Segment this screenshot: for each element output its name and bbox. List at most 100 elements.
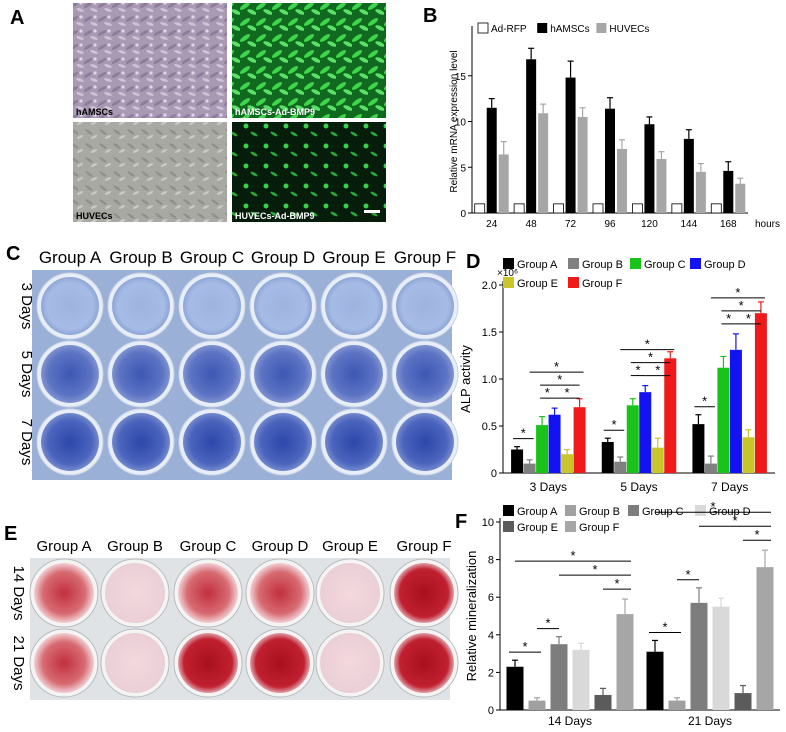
bar-group-b-14-days [528,700,546,710]
panel-e: E Group A Group B Group C Group D Group E Gro… [4,523,459,700]
y-tick-label-0: 0 [460,209,466,220]
legend-swatch-ad-rfp [477,22,489,34]
sig-cd-1-marker: * [635,363,640,378]
legend-label-group-b: Group B [579,506,620,518]
micrograph-hamscs-ad-bmp9 [232,3,386,118]
legend-swatch-group-d [690,258,701,269]
well-3-days-group-f [396,277,454,335]
bar-huvecs-120 [656,159,667,213]
sig-df-1-marker: * [655,363,660,378]
sig-bc-1-marker: * [685,567,690,582]
column-header-group-f: Group F [394,248,456,267]
row-label-21-days: 21 Days [10,635,27,690]
bar-hamscs-24 [486,107,497,213]
sig-cf-2-marker: * [739,298,744,313]
bar-group-c-21-days [690,602,708,710]
legend-label-group-a: Group A [517,259,558,271]
legend-swatch-group-f [565,521,576,532]
panel-a: A hAMSCs hAMSCs-Ad-BMP9 HUVECs HUVECs-Ad… [10,3,386,222]
sig-df-2-marker: * [746,311,751,326]
bar-group-f-7-days [754,313,767,473]
bar-huvecs-48 [538,113,549,213]
bar-group-b-7-days [704,463,717,473]
sig-ab-0-marker: * [521,426,526,441]
y-tick-label-10: 10 [455,118,467,129]
y-tick-label-10: 10 [482,517,494,529]
bar-huvecs-168 [735,183,746,213]
well-5-days-group-a [41,345,99,403]
bar-hamscs-48 [526,59,537,213]
bar-ad-rfp-168 [710,203,722,214]
bar-group-b-3-days [523,463,536,473]
sig-cf-0-marker: * [592,562,597,577]
legend-swatch-group-a [503,258,514,269]
sig-ef-1-marker: * [754,527,759,542]
bar-group-b-5-days [614,461,627,473]
sig-ab-1-marker: * [611,417,616,432]
column-header-group-b: Group B [107,538,163,555]
x-tick-label-24: 24 [486,219,498,230]
panel-b-chart: B 0 5 10 15 24 48 72 96 120 144 168 Relative mRNA e… [423,5,780,230]
legend-label-hamscs: hAMSCs [550,24,589,35]
panel-c-label: C [6,243,20,265]
y-axis-title: ALP activity [458,345,473,413]
sig-bc-0-marker: * [545,616,550,631]
column-header-group-c: Group C [180,538,237,555]
well-21-days-group-f [394,633,454,693]
panel-d-label: D [466,251,480,273]
column-header-group-e: Group E [322,538,378,555]
well-14-days-group-d [250,563,310,623]
bar-ad-rfp-120 [632,203,643,214]
well-5-days-group-b [112,345,170,403]
bar-group-a-14-days [506,666,524,710]
well-21-days-group-d [250,633,310,693]
legend-swatch-group-e [503,521,514,532]
y-tick-label-1-5: 1.5 [482,327,497,339]
bar-group-e-21-days [734,693,752,710]
y-tick-label-2: 2 [488,667,494,679]
well-5-days-group-d [254,345,312,403]
y-tick-label-15: 15 [455,72,467,83]
x-unit-label: hours [755,219,780,230]
column-header-group-b: Group B [109,248,172,267]
bar-hamscs-120 [644,124,655,213]
y-multiplier: ×10⁶ [497,268,518,279]
legend-label-huvecs: HUVECs [609,24,649,35]
y-tick-label-1-0: 1.0 [482,374,497,386]
row-label-3-days: 3 Days [18,283,35,330]
sig-cf-1-marker: * [732,513,737,528]
well-14-days-group-f [394,563,454,623]
legend-label-group-e: Group E [517,522,558,534]
caption-huvecs: HUVECs [76,211,113,221]
bar-group-c-7-days [717,367,730,473]
scale-bar [364,210,380,213]
panel-a-label: A [10,7,24,29]
caption-huvecs-ad-bmp9: HUVECs-Ad-BMP9 [235,211,315,221]
x-tick-label-5-days: 5 Days [620,480,657,494]
micrograph-huvecs [73,122,227,222]
well-14-days-group-a [34,563,94,623]
sig-bf-2-marker: * [735,285,740,300]
well-3-days-group-a [41,277,99,335]
column-header-group-c: Group C [180,248,244,267]
bar-group-e-14-days [594,694,612,710]
sig-ab-2-marker: * [702,394,707,409]
caption-hamscs-ad-bmp9: hAMSCs-Ad-BMP9 [235,107,315,117]
bar-hamscs-168 [723,170,734,213]
bar-huvecs-96 [617,148,627,213]
y-axis-title: Relative mineralization [464,551,479,682]
sig-bf-1-marker: * [645,337,650,352]
y-tick-label-4: 4 [488,630,494,642]
bar-ad-rfp-24 [474,203,486,214]
legend-swatch-group-d [695,505,706,516]
bar-ad-rfp-48 [513,203,525,214]
panel-d-chart: D 0 0.5 1.0 1.5 2.0 3 Days 5 Days 7 Days ALP act… [458,251,775,494]
sig-bf-0-marker: * [554,359,559,374]
sig-df-0-marker: * [565,385,570,400]
sig-cf-0-marker: * [557,372,562,387]
row-label-5-days: 5 Days [18,351,35,398]
legend-swatch-group-b [565,505,576,516]
legend-swatch-huvecs [596,23,607,33]
micrograph-huvecs-ad-bmp9 [232,122,386,222]
